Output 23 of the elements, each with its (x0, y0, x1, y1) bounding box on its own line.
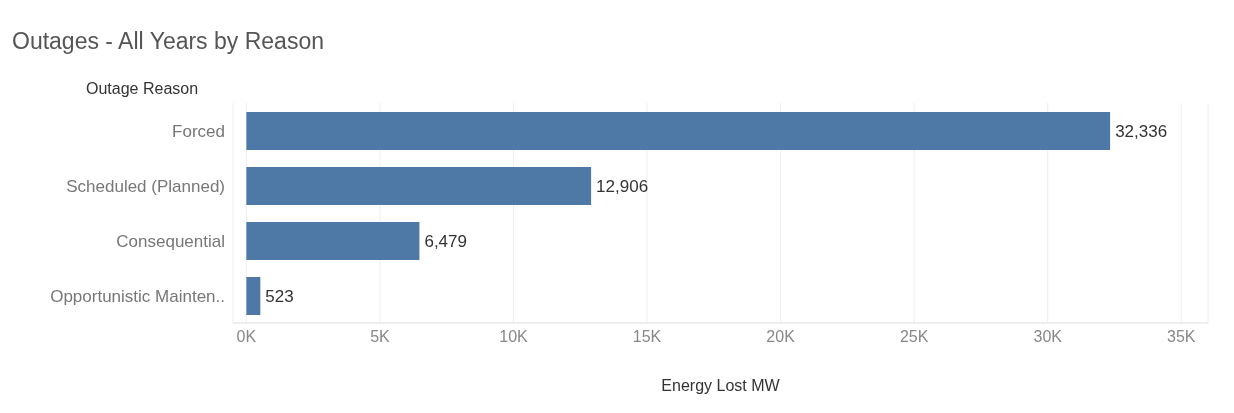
x-tick-label: 10K (499, 328, 529, 346)
data-label: 32,336 (1115, 122, 1168, 142)
bar (246, 277, 261, 315)
x-axis-title: Energy Lost MW (661, 377, 781, 394)
data-label: 12,906 (596, 177, 649, 197)
y-tick-label: Opportunistic Mainten.. (50, 286, 225, 306)
bar (246, 112, 1111, 150)
x-tick-label: 25K (899, 328, 929, 346)
y-tick-label: Scheduled (Planned) (66, 176, 225, 196)
chart-title: Outages - All Years by Reason (12, 28, 324, 55)
y-tick-label: Consequential (116, 231, 225, 251)
x-tick-label: 5K (370, 328, 391, 346)
data-label: 523 (265, 287, 294, 307)
x-tick-label: 30K (1033, 328, 1063, 346)
data-label: 6,479 (424, 232, 467, 252)
bar (246, 167, 592, 205)
bar (246, 222, 420, 260)
x-tick-label: 0K (236, 328, 257, 346)
x-tick-label: 15K (632, 328, 662, 346)
x-tick-label: 35K (1167, 328, 1196, 346)
y-axis-title: Outage Reason (86, 80, 199, 98)
x-tick-label: 20K (766, 328, 796, 346)
y-tick-label: Forced (172, 121, 225, 141)
